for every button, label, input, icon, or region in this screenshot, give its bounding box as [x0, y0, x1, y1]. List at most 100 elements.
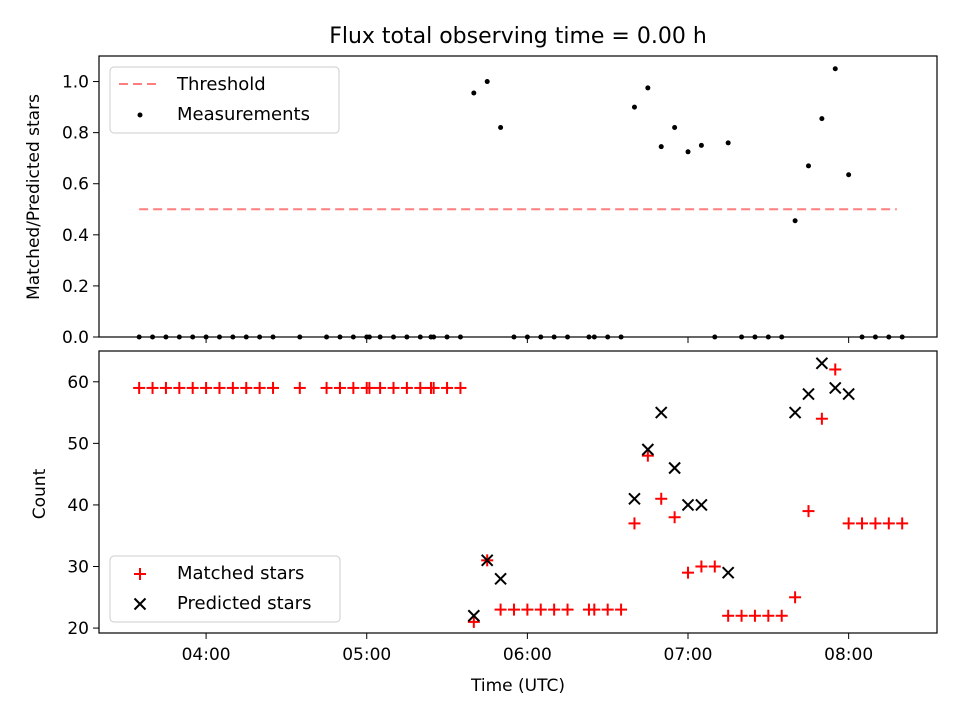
matched-star-point — [548, 603, 561, 616]
matched-star-point — [655, 492, 668, 505]
legend-measurement-label: Measurements — [177, 104, 310, 125]
bottom-panel-frame — [98, 350, 938, 634]
top-y-tick-label: 0.2 — [62, 277, 89, 297]
matched-star-point — [253, 381, 266, 394]
bottom-y-tick-label: 30 — [67, 558, 89, 578]
predicted-star-point — [829, 381, 842, 395]
x-tick-label: 07:00 — [664, 645, 713, 665]
matched-star-point — [427, 381, 440, 394]
matched-star-point — [789, 591, 802, 604]
matched-star-point — [414, 381, 427, 394]
legend-matched-swatch — [134, 568, 146, 580]
x-tick-label: 04:00 — [182, 645, 231, 665]
legend-predicted-swatch — [133, 597, 147, 611]
matched-star-point — [347, 381, 360, 394]
matched-star-point — [293, 381, 306, 394]
matched-star-point — [588, 603, 601, 616]
matched-star-point — [775, 609, 788, 622]
matched-star-point — [802, 505, 815, 518]
matched-star-point — [882, 517, 895, 530]
predicted-star-point — [721, 566, 735, 579]
matched-star-point — [387, 381, 400, 394]
bottom-panel-legend: Matched stars Predicted stars — [109, 555, 341, 623]
matched-star-point — [374, 381, 387, 394]
top-panel-title: Flux total observing time = 0.00 h — [329, 24, 707, 49]
legend-matched-marker — [134, 568, 146, 580]
legend-threshold-label: Threshold — [176, 74, 266, 95]
matched-star-point — [896, 517, 909, 530]
legend-matched-label: Matched stars — [177, 563, 304, 584]
matched-star-point — [561, 603, 574, 616]
top-y-tick-label: 0.6 — [62, 175, 89, 195]
matched-star-point — [748, 609, 761, 622]
predicted-star-point — [695, 498, 708, 512]
measurement-point — [819, 116, 825, 122]
matched-star-point — [829, 363, 842, 376]
bottom-y-tick-label: 50 — [67, 434, 89, 454]
legend-measurement-swatch — [137, 112, 143, 118]
predicted-star-point — [655, 406, 668, 419]
matched-star-point — [842, 517, 855, 530]
matched-star-point — [146, 381, 159, 394]
matched-star-point — [708, 560, 721, 573]
matched-star-point — [159, 381, 172, 394]
bottom-y-tick-label: 40 — [67, 496, 89, 516]
bottom-panel-x-ticks: 04:00 05:00 06:00 07:00 08:00 — [182, 633, 873, 665]
matched-star-point — [333, 381, 346, 394]
bottom-panel-y-axis-label: Count — [30, 468, 50, 519]
matched-star-point — [856, 517, 869, 530]
matched-star-point — [454, 381, 467, 394]
matched-star-point — [722, 609, 735, 622]
matched-star-point — [628, 517, 641, 530]
measurement-point — [471, 90, 477, 96]
bottom-y-tick-label: 20 — [67, 619, 89, 639]
matched-star-point — [735, 609, 748, 622]
matched-star-point — [200, 381, 213, 394]
matched-star-point — [226, 381, 239, 394]
x-tick-label: 05:00 — [342, 645, 391, 665]
matched-star-point — [494, 603, 507, 616]
matched-star-point — [815, 412, 828, 425]
matched-star-point — [534, 603, 547, 616]
matched-star-point — [213, 381, 226, 394]
predicted-star-point — [815, 357, 829, 370]
measurement-point — [645, 85, 651, 91]
matched-star-point — [400, 381, 413, 394]
predicted-star-point — [681, 498, 695, 512]
bottom-panel-x-axis-label: Time (UTC) — [470, 676, 565, 696]
matched-star-point — [173, 381, 186, 394]
x-tick-label: 06:00 — [503, 645, 552, 665]
top-y-tick-label: 1.0 — [62, 73, 89, 93]
predicted-star-point — [788, 406, 802, 419]
top-panel: Flux total observing time = 0.00 h Match… — [24, 24, 938, 348]
predicted-star-point — [467, 609, 481, 622]
measurement-point — [725, 140, 731, 146]
matched-star-point — [363, 381, 376, 394]
measurement-point — [832, 66, 838, 72]
bottom-panel-y-ticks: 20 30 40 50 60 — [67, 373, 99, 639]
measurement-point — [631, 104, 637, 110]
measurement-point — [698, 142, 704, 148]
matched-star-point — [133, 381, 146, 394]
matched-star-point — [441, 381, 454, 394]
predicted-star-point — [494, 572, 507, 586]
top-panel-y-ticks: 0.0 0.2 0.4 0.6 0.8 1.0 — [62, 73, 99, 348]
predicted-star-point — [628, 492, 641, 505]
matched-star-point — [521, 603, 534, 616]
matched-star-point — [695, 560, 708, 573]
legend-predicted-marker — [133, 597, 147, 611]
predicted-star-point — [842, 387, 855, 401]
measurement-point — [484, 79, 490, 85]
matched-star-point — [320, 381, 333, 394]
count-points-layer — [133, 357, 909, 628]
matched-star-point — [762, 609, 775, 622]
matched-star-point — [682, 566, 695, 579]
top-panel-frame — [98, 55, 938, 338]
predicted-star-point — [481, 554, 494, 567]
matched-star-point — [186, 381, 199, 394]
legend-predicted-label: Predicted stars — [177, 593, 311, 614]
matched-star-point — [869, 517, 882, 530]
predicted-star-point — [641, 443, 655, 456]
measurement-point — [792, 218, 798, 224]
